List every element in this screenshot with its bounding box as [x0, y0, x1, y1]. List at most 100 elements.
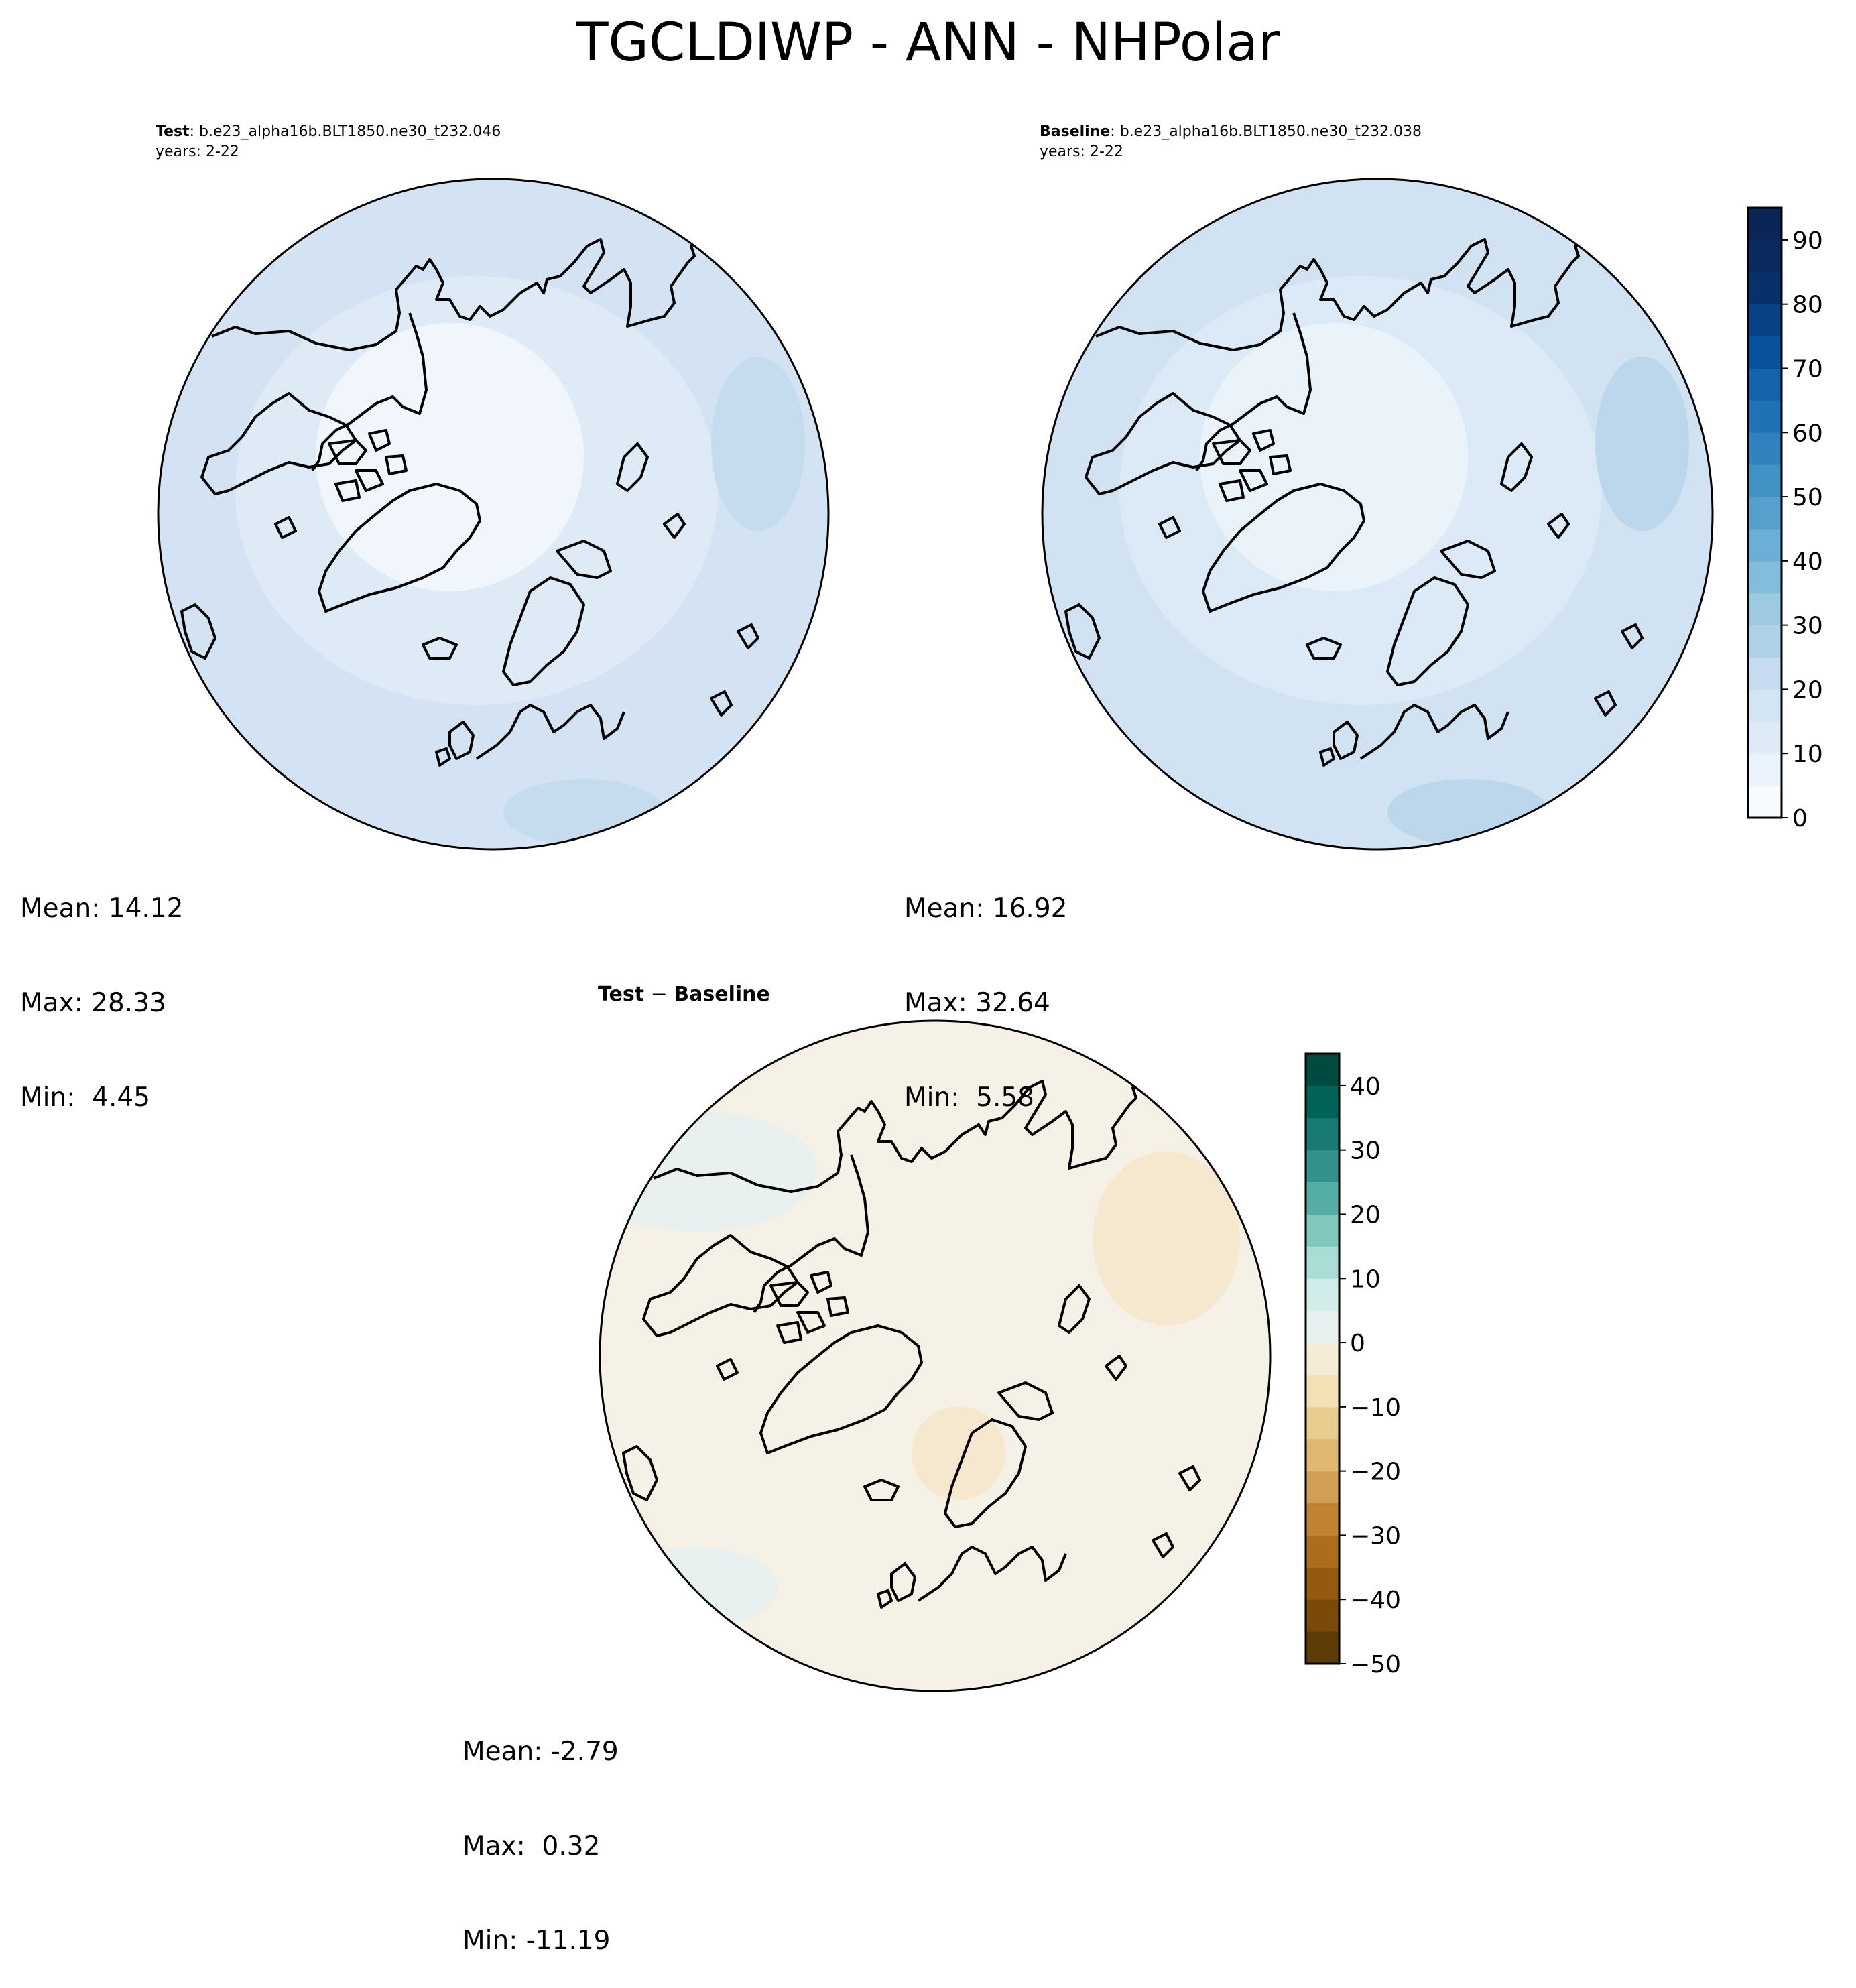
difference-polar-map [599, 1019, 1272, 1692]
coastline [997, 1381, 1054, 1421]
coastline [355, 469, 384, 492]
colorbar-segment [1306, 1631, 1339, 1664]
coastline [435, 747, 451, 767]
difference-title-test: Test [598, 983, 645, 1006]
colorbar-segment [1748, 528, 1782, 562]
colorbar-segment [1748, 560, 1782, 594]
coastline [1212, 439, 1251, 465]
colorbar-tick-label: 50 [1792, 484, 1823, 511]
coastline [877, 1589, 893, 1609]
baseline-min: Min: 5.58 [904, 1082, 1034, 1113]
coastline [826, 1296, 849, 1317]
test-label: Test [156, 123, 190, 140]
colorbar-tick-label: 90 [1792, 227, 1823, 255]
test-mean: Mean: 14.12 [20, 893, 184, 924]
coastline [759, 1324, 923, 1454]
colorbar-tick-label: 20 [1350, 1201, 1381, 1229]
diff-field-negative [912, 1406, 1005, 1500]
colorbar-segment [1748, 304, 1782, 337]
colorbar-segment [1306, 1471, 1339, 1504]
coastline [1105, 1355, 1127, 1381]
colorbar-tick-label: −10 [1350, 1394, 1401, 1422]
coastline [368, 429, 391, 452]
test-stats: Mean: 14.12 Max: 28.33 Min: 4.45 [20, 830, 183, 1145]
difference-min: Min: -11.19 [462, 1926, 611, 1956]
colorbar-segment [1306, 1567, 1339, 1600]
baseline-caption: Baseline: b.e23_alpha16b.BLT1850.ne30_t2… [1040, 123, 1422, 141]
colorbar-tick-label: −40 [1350, 1587, 1401, 1614]
coastline [796, 1311, 826, 1334]
test-polar-map [157, 178, 830, 851]
coastline [716, 1358, 739, 1381]
colorbar-segment [1306, 1182, 1339, 1215]
coastline [1195, 312, 1312, 472]
coastline [1269, 454, 1292, 475]
colorbar-segment [1306, 1085, 1339, 1119]
colorbar-segment [1306, 1343, 1339, 1375]
coastline [776, 1321, 802, 1344]
colorbar-segment [1306, 1310, 1339, 1343]
coastline [944, 1418, 1027, 1528]
test-years: years: 2-22 [156, 143, 239, 160]
field-maximum [1595, 357, 1689, 531]
difference-title-sep: − [644, 983, 674, 1006]
coastline [475, 704, 625, 760]
colorbar-segment [1306, 1406, 1339, 1440]
colorbar-segment [1748, 271, 1782, 305]
colorbar-tick-label: 20 [1792, 676, 1823, 704]
map-boundary [157, 178, 830, 851]
coastline [622, 1445, 658, 1501]
colorbar-segment [1748, 400, 1782, 433]
colorbar-tick-label: 0 [1792, 805, 1808, 832]
coastline [385, 454, 408, 475]
field-arctic [316, 323, 584, 591]
colorbar-tick-label: 10 [1792, 741, 1823, 768]
difference-colorbar: −50 −40 −30 −20 −10 0 10 20 30 40 [1304, 1052, 1401, 1678]
coastline [1085, 392, 1241, 495]
field-maximum [711, 357, 805, 531]
diff-field-positive [600, 1111, 818, 1232]
colorbar-tick-label: 40 [1792, 548, 1823, 576]
colorbar-tick-label: 0 [1350, 1330, 1365, 1357]
coastline [663, 513, 686, 539]
colorbar-segment [1748, 657, 1782, 690]
baseline-label: Baseline [1040, 123, 1111, 140]
colorbar-segment [1306, 1438, 1339, 1472]
coastline [422, 637, 458, 660]
colorbar-segment [1748, 432, 1782, 465]
map-boundary [599, 1019, 1272, 1692]
coastline [334, 479, 361, 502]
coastline [328, 439, 367, 465]
difference-mean: Mean: -2.79 [462, 1737, 619, 1767]
coastline [311, 312, 428, 472]
colorbar-tick-label: −20 [1350, 1458, 1401, 1486]
coastline [1359, 704, 1509, 760]
colorbar-segment [1748, 721, 1782, 754]
colorbar-segment [1748, 336, 1782, 369]
coastline [448, 721, 475, 760]
coastline [653, 1080, 1177, 1193]
coastline [1064, 603, 1101, 660]
colorbar-frame [1304, 1052, 1341, 1665]
coastline [1386, 576, 1469, 686]
colorbar-segment [1306, 1503, 1339, 1536]
colorbar-segment [1748, 786, 1782, 818]
baseline-case-name: : b.e23_alpha16b.BLT1850.ne30_t232.038 [1110, 123, 1422, 140]
baseline-max: Max: 32.64 [904, 988, 1050, 1018]
colorbar-segment [1748, 689, 1782, 722]
diff-field-positive [617, 1547, 778, 1627]
baseline-years: years: 2-22 [1040, 143, 1123, 160]
colorbar-tick-label: 10 [1350, 1265, 1381, 1293]
coastline [753, 1154, 869, 1314]
coastline [1202, 483, 1365, 613]
coastline [502, 576, 585, 686]
difference-stats: Mean: -2.79 Max: 0.32 Min: -11.19 [462, 1673, 619, 1988]
baseline-polar-map [1041, 178, 1714, 851]
coastline [180, 603, 216, 660]
colorbar-segment [1748, 753, 1782, 786]
colorbar-segment [1748, 464, 1782, 497]
colorbar-tick-label: 30 [1792, 613, 1823, 640]
coastline [274, 516, 297, 539]
colorbar-tick-label: 60 [1792, 420, 1823, 447]
coastline [1219, 479, 1245, 502]
